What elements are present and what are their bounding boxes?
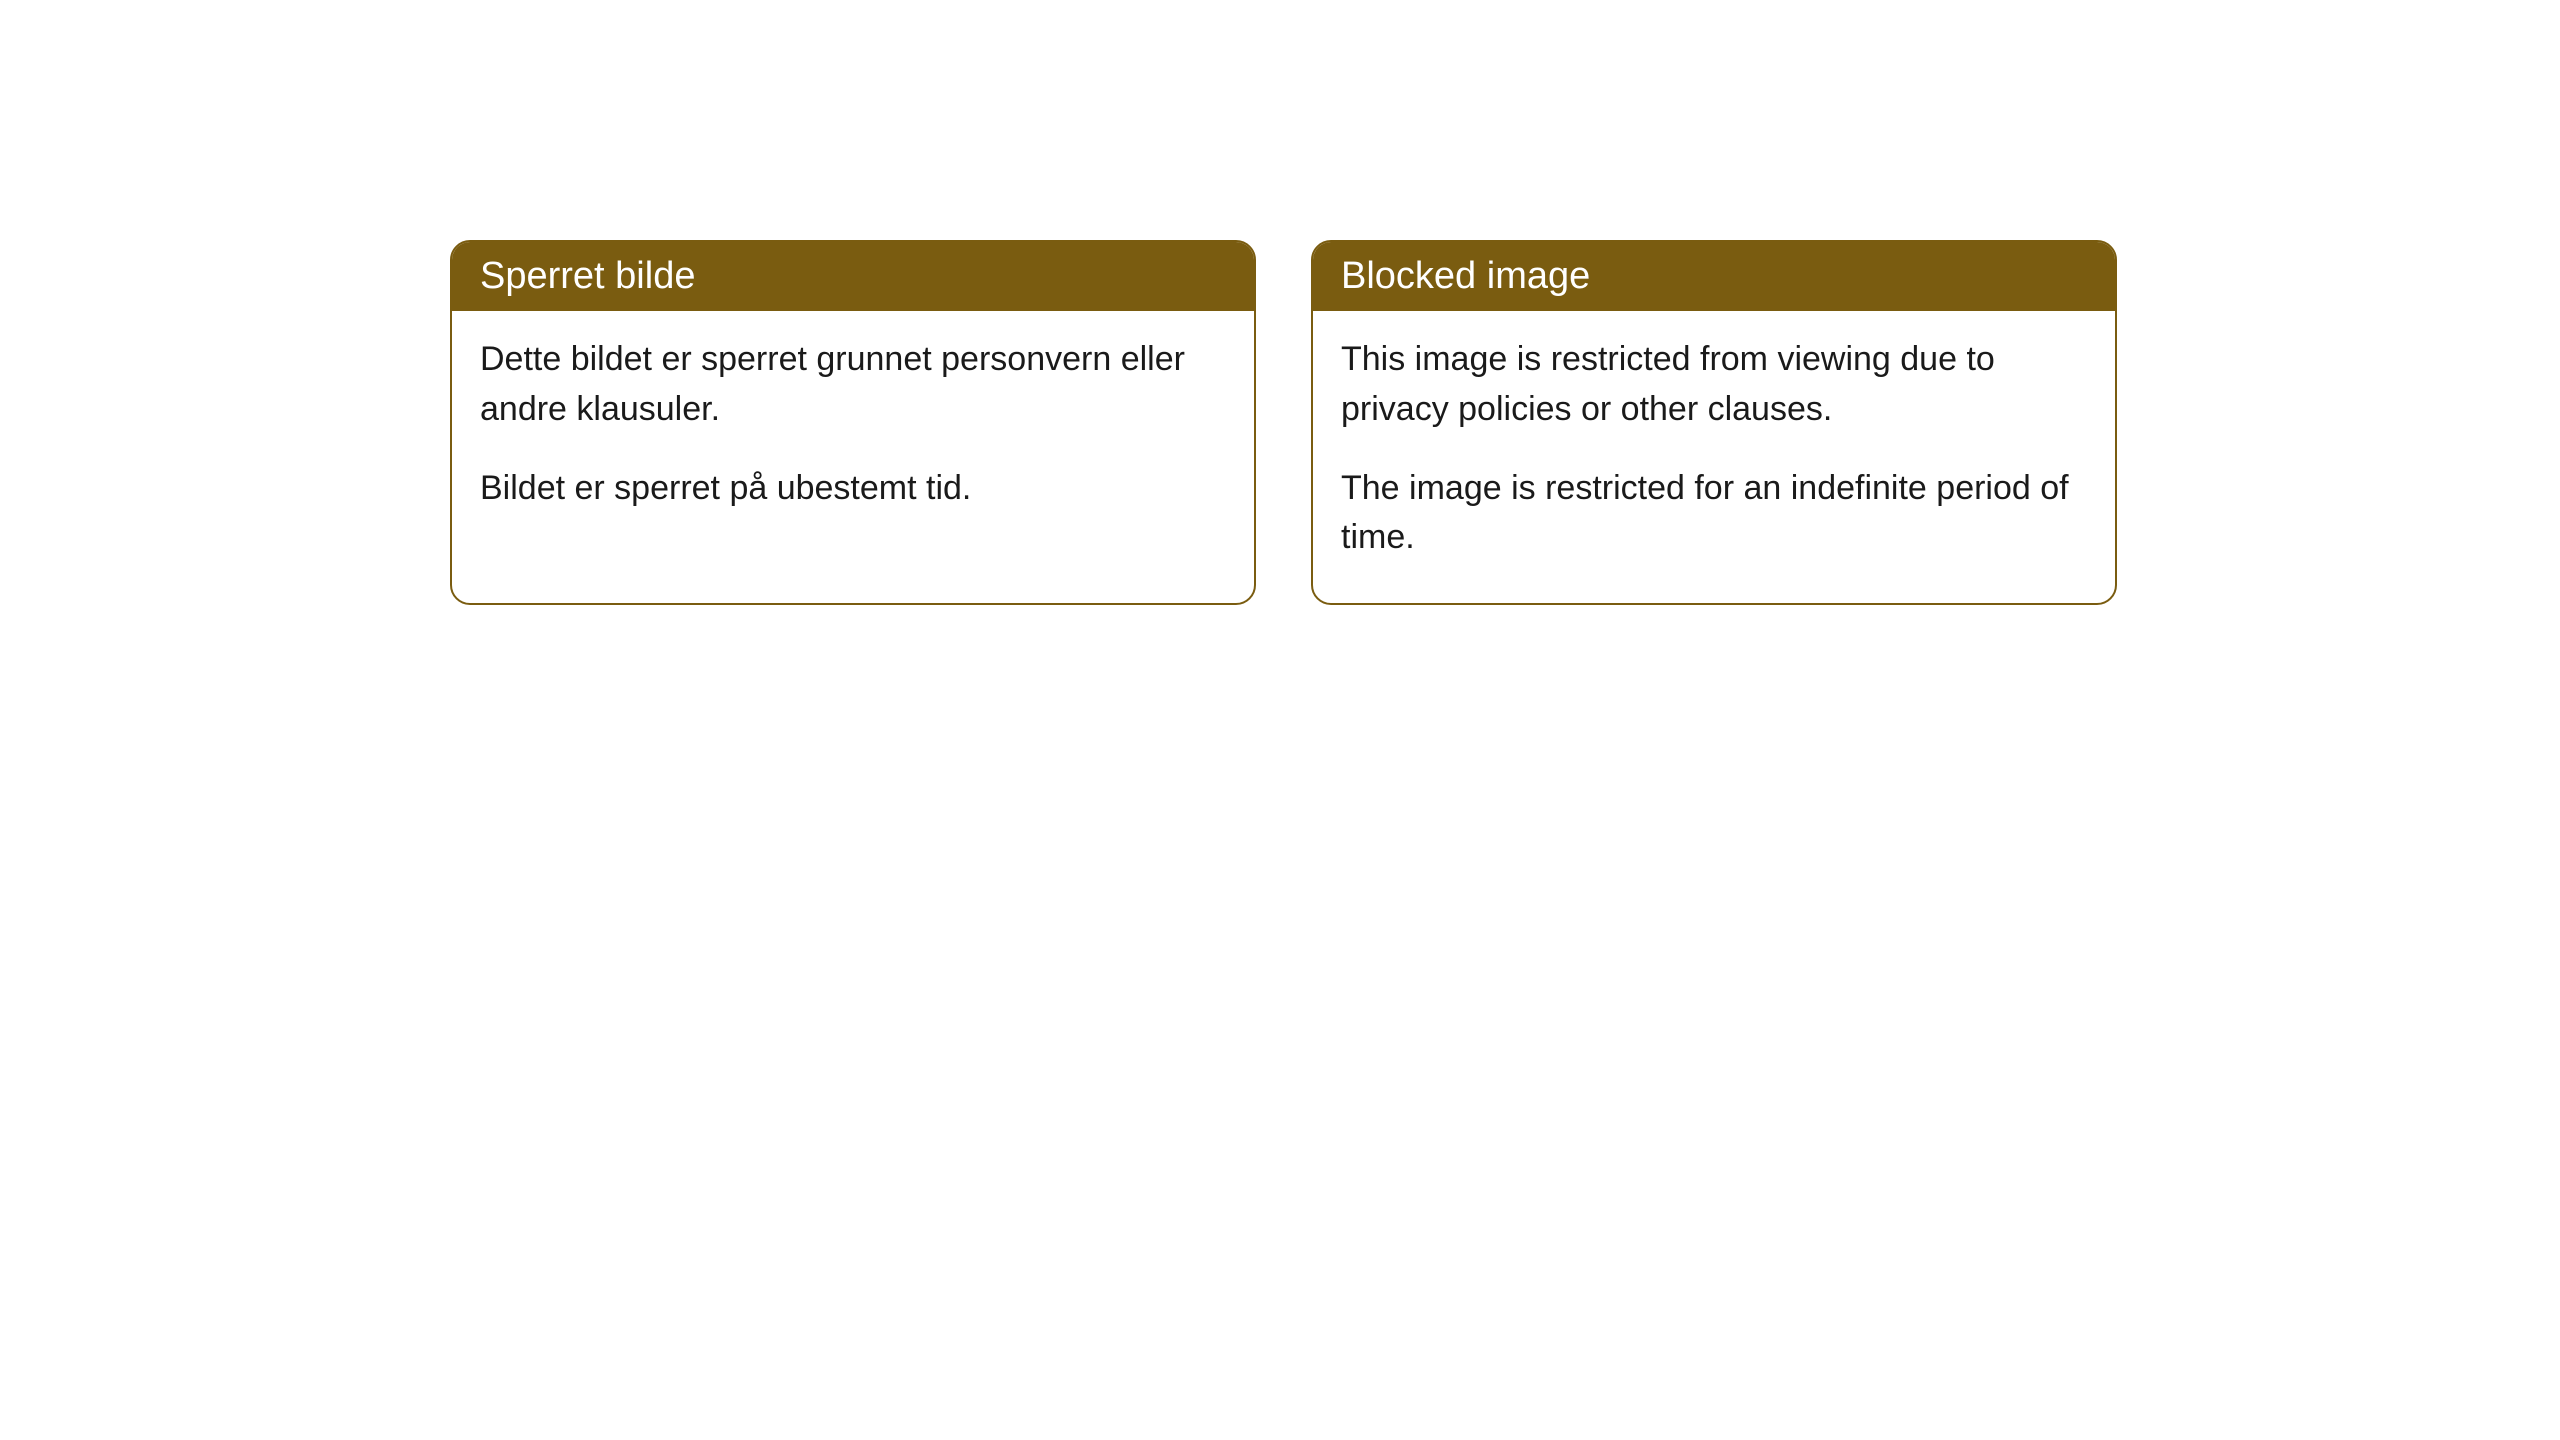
card-paragraph: Bildet er sperret på ubestemt tid. [480,464,1226,513]
notice-cards-container: Sperret bilde Dette bildet er sperret gr… [450,240,2117,605]
card-paragraph: The image is restricted for an indefinit… [1341,464,2087,563]
card-body: Dette bildet er sperret grunnet personve… [452,311,1254,553]
blocked-image-card-no: Sperret bilde Dette bildet er sperret gr… [450,240,1256,605]
card-title: Sperret bilde [452,242,1254,311]
card-paragraph: This image is restricted from viewing du… [1341,335,2087,434]
card-title: Blocked image [1313,242,2115,311]
card-body: This image is restricted from viewing du… [1313,311,2115,602]
card-paragraph: Dette bildet er sperret grunnet personve… [480,335,1226,434]
blocked-image-card-en: Blocked image This image is restricted f… [1311,240,2117,605]
